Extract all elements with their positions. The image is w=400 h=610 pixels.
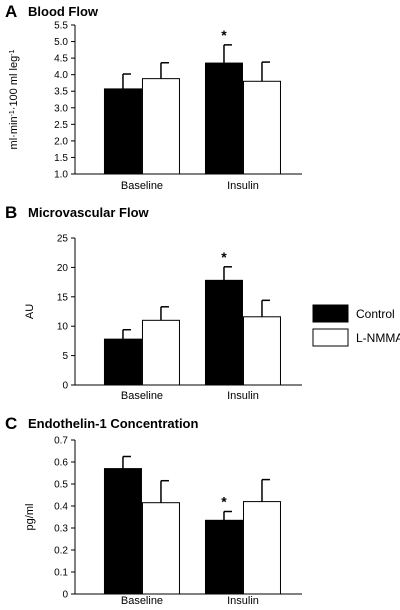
panel-b-ytick-label: 20 [57,263,69,274]
panel-c-ytick-label: 0.3 [54,524,68,535]
panel-a-category-label: Baseline [121,180,163,192]
panel-c-bar-lnmma [242,501,281,595]
chart-panel-c: C Endothelin-1 Concentration 0 0.1 0.2 0.3 0.4… [5,414,302,607]
panel-c-ytick-label: 0.4 [54,502,68,513]
chart-panel-a: A Blood Flow 1.0 1.5 2.0 2.5 3.0 3.5 4.0 4.5 5.0 5.… [5,2,302,192]
panel-a-title: Blood Flow [28,4,99,19]
panel-b-ytick-label: 5 [62,351,68,362]
panel-b-letter: B [5,203,17,222]
panel-b-ytick-label: 15 [57,292,69,303]
panel-a-category-label: Insulin [227,180,259,192]
panel-c-category-label: Baseline [121,595,163,605]
panel-c-bar-control [103,468,142,595]
panel-c-letter: C [5,414,17,433]
panel-c-bar-lnmma [141,502,180,595]
panel-a-bar-lnmma [242,80,281,175]
panel-c-ytick-label: 0.1 [54,568,68,579]
panel-a-ylabel: ml·min-1·100 ml leg-1 [8,49,20,149]
panel-a-letter: A [5,2,17,21]
panel-a-ytick-label: 3.0 [54,103,68,114]
panel-a-ytick-label: 1.0 [54,170,68,181]
panel-b-ytick-label: 10 [57,322,69,333]
panel-a-bar-lnmma [141,78,180,175]
panel-c-bar-control [204,519,243,595]
panel-a-ytick-label: 2.5 [54,120,68,131]
panel-a-ytick-label: 1.5 [54,153,68,164]
legend-label-control: Control [356,307,395,321]
panel-b-bar-lnmma [242,316,281,386]
panel-b-category-label: Baseline [121,390,163,402]
panel-a-bar-control [204,62,243,175]
legend-swatch-control [312,304,349,323]
panel-b-title: Microvascular Flow [28,205,150,220]
legend-swatch-lnmma [312,328,349,347]
panel-c-ytick-label: 0.6 [54,458,68,469]
panel-a-bar-control [103,88,142,175]
panel-b-ytick-label: 25 [57,234,69,245]
panel-a-ytick-label: 5.0 [54,37,68,48]
panel-b-bar-control [103,338,142,386]
panel-c-ytick-label: 0 [62,590,68,601]
panel-b-bar-control [204,279,243,386]
panel-a-ytick-label: 5.5 [54,21,68,32]
panel-c-ylabel: pg/ml [24,504,36,531]
panel-c-category-label: Insulin [227,595,259,605]
panel-a-significance-marker: * [221,27,227,43]
panel-c-significance-marker: * [221,494,227,510]
panel-c-ytick-label: 0.7 [54,436,68,447]
panel-b-ylabel: AU [24,304,36,319]
panel-a-ytick-label: 4.0 [54,70,68,81]
panel-a-ytick-label: 3.5 [54,87,68,98]
panel-b-significance-marker: * [221,249,227,265]
panel-c-ytick-label: 0.2 [54,546,68,557]
panel-b-ytick-label: 0 [62,381,68,392]
legend: Control L-NMMA [312,304,400,347]
panel-b-bar-lnmma [141,319,180,386]
panel-b-category-label: Insulin [227,390,259,402]
panel-c-title: Endothelin-1 Concentration [28,416,199,431]
panel-a-ytick-label: 2.0 [54,136,68,147]
chart-panel-b: B Microvascular Flow 0 5 10 15 20 25 AU Baseline I… [5,203,302,402]
panel-a-ytick-label: 4.5 [54,54,68,65]
panel-c-ytick-label: 0.5 [54,480,68,491]
legend-label-lnmma: L-NMMA [356,331,400,345]
